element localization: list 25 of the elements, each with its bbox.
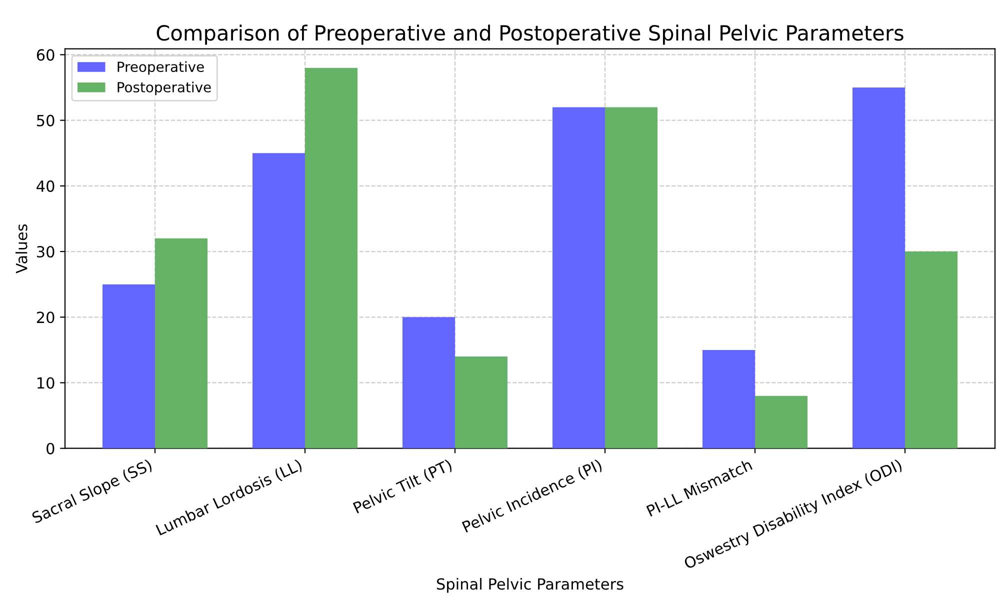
bar <box>455 356 508 448</box>
y-tick-label: 30 <box>37 246 54 258</box>
y-tick-label: 50 <box>37 114 54 126</box>
y-tick-label: 0 <box>46 442 54 454</box>
y-tick-label: 10 <box>38 377 54 389</box>
bar <box>305 68 358 448</box>
bar <box>852 88 905 448</box>
bar <box>155 238 208 448</box>
y-tick-label: 40 <box>36 180 54 192</box>
bar <box>252 153 305 448</box>
bar <box>402 317 455 448</box>
y-axis-title: Values <box>15 224 28 274</box>
y-tick-label: 60 <box>36 49 54 61</box>
bar <box>552 107 605 448</box>
bar <box>102 284 155 448</box>
bar <box>702 350 755 448</box>
bar <box>755 396 808 448</box>
x-axis-title: Spinal Pelvic Parameters <box>436 578 624 593</box>
legend-label: Preoperative <box>118 61 204 75</box>
bar <box>605 107 658 448</box>
bar <box>905 252 958 448</box>
legend-label: Postoperative <box>118 82 211 96</box>
chart-title: Comparison of Preoperative and Postoperative Spinal Pelvic Parameters <box>156 24 904 45</box>
y-tick-label: 20 <box>36 312 54 324</box>
x-tick-label: Pelvic Tilt (PT) <box>352 458 454 516</box>
